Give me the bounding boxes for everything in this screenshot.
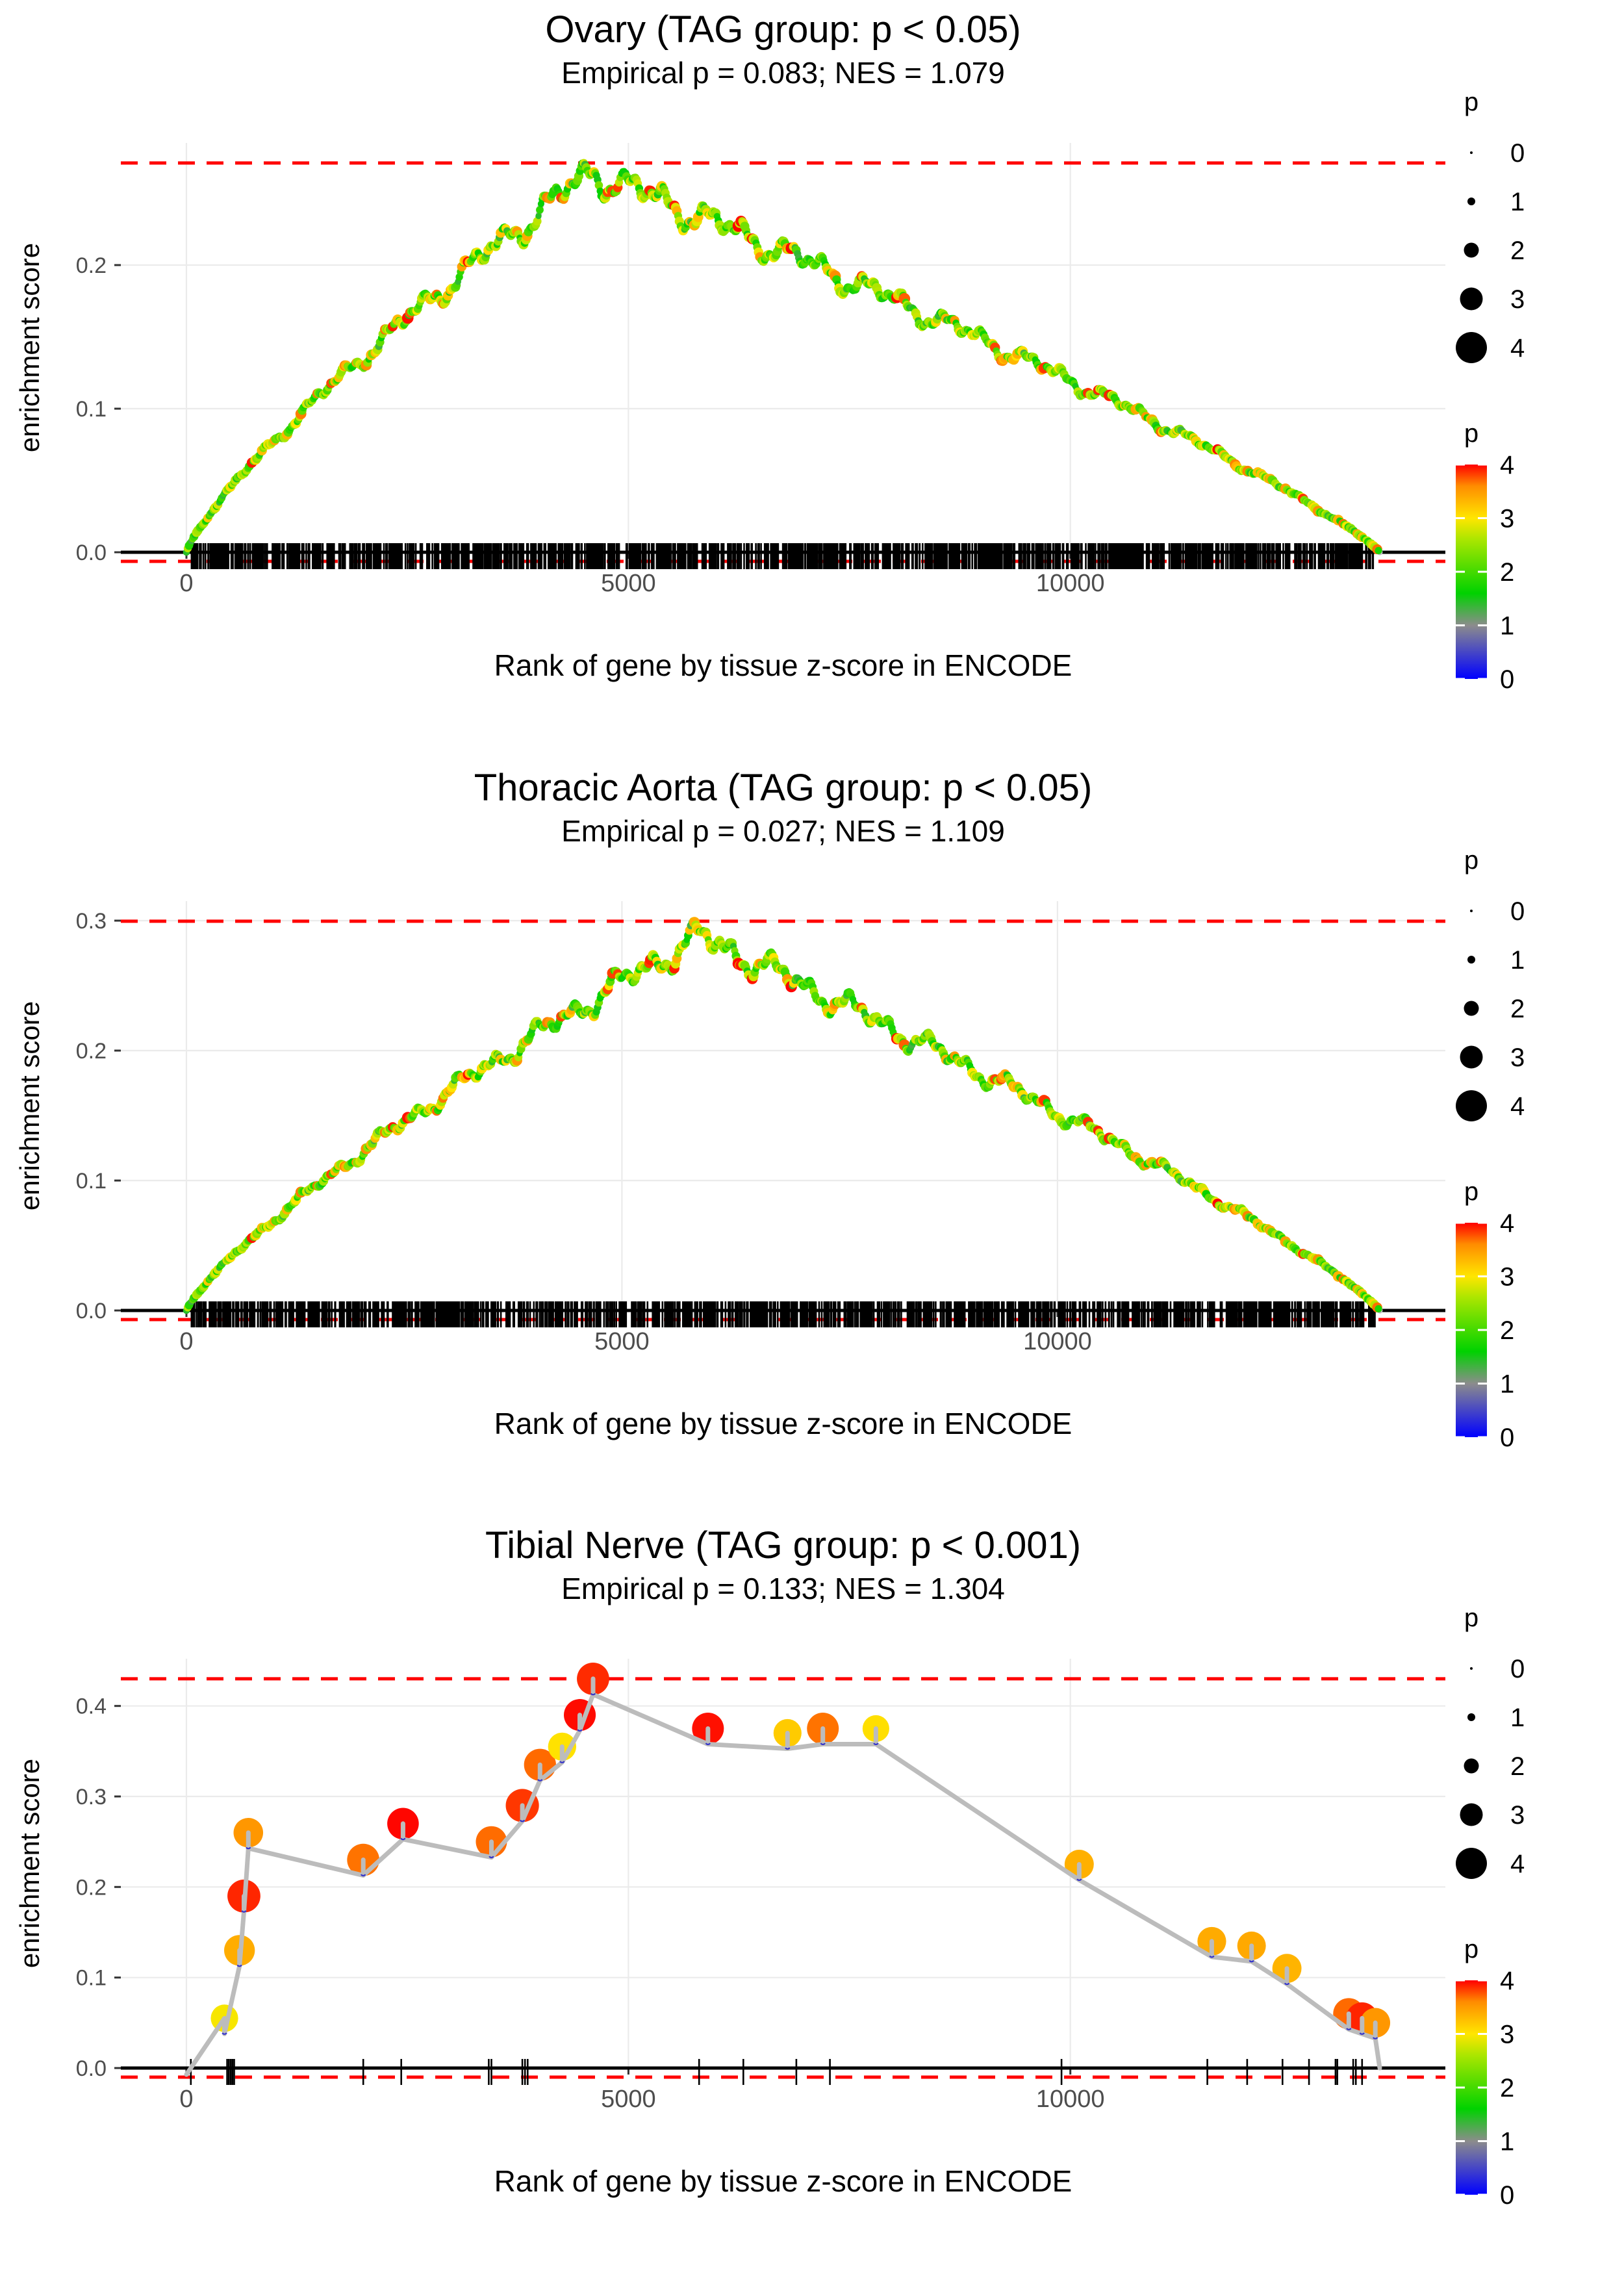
svg-text:10000: 10000 xyxy=(1036,2086,1105,2113)
svg-text:Thoracic Aorta (TAG group: p <: Thoracic Aorta (TAG group: p < 0.05) xyxy=(474,767,1093,809)
svg-text:10000: 10000 xyxy=(1023,1328,1092,1355)
svg-text:1: 1 xyxy=(1510,1704,1525,1732)
svg-text:0.1: 0.1 xyxy=(76,1169,107,1194)
svg-text:5000: 5000 xyxy=(601,2086,656,2113)
svg-text:4: 4 xyxy=(1500,1209,1514,1238)
svg-text:0.2: 0.2 xyxy=(76,1875,107,1900)
svg-text:p: p xyxy=(1464,419,1478,448)
svg-text:0: 0 xyxy=(1510,1655,1525,1683)
svg-text:1: 1 xyxy=(1510,188,1525,216)
svg-text:10000: 10000 xyxy=(1036,570,1105,597)
svg-text:0.0: 0.0 xyxy=(76,2056,107,2081)
svg-text:0.1: 0.1 xyxy=(76,1966,107,1991)
svg-text:1: 1 xyxy=(1500,612,1514,641)
svg-text:2: 2 xyxy=(1500,558,1514,587)
svg-text:4: 4 xyxy=(1500,451,1514,479)
svg-text:2: 2 xyxy=(1500,2074,1514,2102)
svg-text:5000: 5000 xyxy=(601,570,656,597)
svg-text:p: p xyxy=(1464,1603,1478,1632)
svg-text:2: 2 xyxy=(1510,1752,1525,1781)
svg-text:enrichment score: enrichment score xyxy=(14,1001,45,1210)
svg-text:0: 0 xyxy=(1510,139,1525,168)
svg-text:3: 3 xyxy=(1510,285,1525,314)
svg-text:0.4: 0.4 xyxy=(76,1694,107,1719)
svg-text:3: 3 xyxy=(1500,1263,1514,1292)
svg-text:3: 3 xyxy=(1510,1801,1525,1830)
svg-text:3: 3 xyxy=(1510,1043,1525,1072)
svg-text:0: 0 xyxy=(1500,2181,1514,2210)
svg-text:4: 4 xyxy=(1510,1092,1525,1121)
svg-text:2: 2 xyxy=(1510,236,1525,265)
svg-text:0: 0 xyxy=(179,570,193,597)
svg-text:enrichment score: enrichment score xyxy=(14,243,45,452)
svg-text:0: 0 xyxy=(1500,1424,1514,1452)
svg-text:3: 3 xyxy=(1500,2021,1514,2049)
svg-text:0: 0 xyxy=(179,2086,193,2113)
svg-text:p: p xyxy=(1464,846,1478,875)
svg-text:5000: 5000 xyxy=(594,1328,650,1355)
svg-text:2: 2 xyxy=(1510,995,1525,1023)
svg-text:1: 1 xyxy=(1500,2128,1514,2156)
svg-text:p: p xyxy=(1464,1177,1478,1206)
svg-text:3: 3 xyxy=(1500,505,1514,533)
svg-text:Rank of gene by tissue z-score: Rank of gene by tissue z-score in ENCODE xyxy=(494,648,1072,682)
svg-text:p: p xyxy=(1464,88,1478,116)
svg-text:0: 0 xyxy=(1500,665,1514,694)
svg-text:1: 1 xyxy=(1510,946,1525,975)
svg-text:Empirical p = 0.027; NES = 1.1: Empirical p = 0.027; NES = 1.109 xyxy=(561,814,1005,848)
svg-text:0: 0 xyxy=(1510,897,1525,926)
svg-text:0.3: 0.3 xyxy=(76,1785,107,1809)
svg-text:Empirical p = 0.133; NES = 1.3: Empirical p = 0.133; NES = 1.304 xyxy=(561,1572,1005,1605)
svg-text:0.0: 0.0 xyxy=(76,541,107,565)
svg-text:p: p xyxy=(1464,1935,1478,1963)
svg-text:0.2: 0.2 xyxy=(76,1039,107,1064)
svg-text:0.1: 0.1 xyxy=(76,397,107,422)
svg-text:1: 1 xyxy=(1500,1370,1514,1399)
svg-text:0.0: 0.0 xyxy=(76,1299,107,1323)
svg-text:0: 0 xyxy=(179,1328,193,1355)
svg-text:Ovary (TAG group: p < 0.05): Ovary (TAG group: p < 0.05) xyxy=(545,8,1021,51)
svg-text:2: 2 xyxy=(1500,1316,1514,1345)
svg-text:4: 4 xyxy=(1510,334,1525,363)
svg-text:enrichment score: enrichment score xyxy=(14,1759,45,1968)
svg-text:4: 4 xyxy=(1510,1850,1525,1878)
svg-text:0.2: 0.2 xyxy=(76,253,107,278)
svg-text:Tibial Nerve (TAG group: p < 0: Tibial Nerve (TAG group: p < 0.001) xyxy=(485,1524,1081,1566)
svg-text:0.3: 0.3 xyxy=(76,909,107,934)
svg-text:Rank of gene by tissue z-score: Rank of gene by tissue z-score in ENCODE xyxy=(494,2164,1072,2198)
svg-text:4: 4 xyxy=(1500,1967,1514,1995)
svg-text:Empirical p = 0.083; NES = 1.0: Empirical p = 0.083; NES = 1.079 xyxy=(561,56,1005,90)
svg-text:Rank of gene by tissue z-score: Rank of gene by tissue z-score in ENCODE xyxy=(494,1407,1072,1440)
